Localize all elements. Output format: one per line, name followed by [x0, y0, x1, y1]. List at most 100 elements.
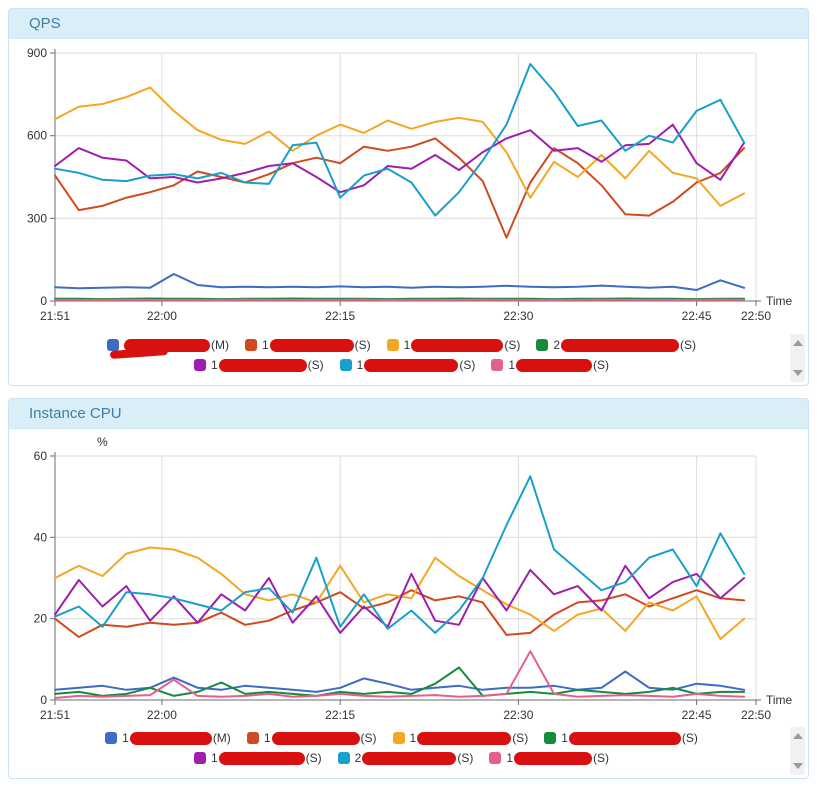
legend-label-suffix: (S)	[680, 338, 697, 352]
y-tick-label: 0	[40, 294, 47, 308]
redaction-blob	[417, 731, 512, 745]
legend-label-suffix: (S)	[305, 751, 322, 765]
legend-label-suffix: (S)	[681, 731, 698, 745]
scroll-up-icon[interactable]	[792, 340, 803, 346]
redaction-blob	[218, 751, 305, 765]
redaction-blob	[516, 358, 593, 372]
y-tick-label: 20	[34, 612, 48, 626]
legend-item-cyan[interactable]: 1 (S)	[339, 358, 476, 372]
y-tick-label: 40	[34, 530, 48, 544]
legend-item-cyan[interactable]: 2 (S)	[337, 751, 474, 765]
legend-label-suffix: (M)	[210, 338, 229, 352]
legend-label-suffix: (S)	[512, 731, 529, 745]
cpu-chart-svg: 0 20 40 60 21:51 22:00 22:15 22:30 22:45 22:50% Ti…	[34, 435, 793, 722]
cpu-chart: 0 20 40 60 21:51 22:00 22:15 22:30 22:45 22:50% Ti…	[9, 429, 808, 724]
legend-label-suffix: (S)	[457, 751, 474, 765]
legend-item-green[interactable]: 1 (S)	[544, 731, 698, 745]
series-line-cyan	[54, 475, 746, 634]
x-tick-label: 21:51	[40, 708, 70, 722]
redaction-blob	[514, 751, 593, 765]
series-line-purple	[54, 123, 746, 194]
legend-label-suffix: (S)	[504, 338, 521, 352]
legend-label-suffix: (S)	[360, 731, 377, 745]
series-line-red	[54, 137, 746, 239]
scroll-down-icon[interactable]	[792, 370, 803, 376]
qps-chart-svg: 0 300 600 900 21:51 22:00 22:15 22:30 22:45 22:50…	[27, 46, 793, 323]
legend-label-prefix: 1	[210, 358, 218, 372]
legend-swatch-blue	[106, 339, 119, 351]
legend-label-suffix: (S)	[593, 358, 610, 372]
qps-legend-scrollbar[interactable]	[790, 334, 805, 382]
legend-label-suffix: (S)	[307, 358, 324, 372]
x-tick-label: 22:45	[682, 309, 712, 323]
cpu-legend-scrollbar[interactable]	[790, 727, 805, 775]
legend-swatch-pink	[489, 752, 502, 764]
legend-label-prefix: 1	[409, 731, 417, 745]
legend-swatch-cyan	[339, 359, 352, 371]
legend-swatch-orange	[392, 732, 405, 744]
x-tick-label: 22:15	[325, 309, 355, 323]
scroll-down-icon[interactable]	[792, 763, 803, 769]
legend-swatch-green	[544, 732, 557, 744]
x-tick-label: 22:30	[503, 708, 533, 722]
redaction-blob	[123, 338, 210, 352]
legend-swatch-red	[246, 732, 259, 744]
cpu-panel-title: Instance CPU	[29, 405, 122, 422]
redaction-blob	[129, 731, 212, 745]
redaction-blob	[411, 338, 504, 352]
series-line-blue	[54, 670, 746, 693]
legend-item-red[interactable]: 1 (S)	[246, 731, 377, 745]
legend-item-pink[interactable]: 1 (S)	[491, 358, 609, 372]
legend-label-suffix: (S)	[459, 358, 476, 372]
legend-label-prefix: 1	[210, 751, 218, 765]
legend-item-green[interactable]: 2 (S)	[536, 338, 696, 352]
legend-label-prefix: 1	[122, 731, 129, 745]
legend-item-pink[interactable]: 1 (S)	[489, 751, 609, 765]
legend-label-prefix: 2	[354, 751, 362, 765]
legend-label-prefix: 1	[403, 338, 411, 352]
y-tick-label: 600	[27, 129, 47, 143]
qps-chart: 0 300 600 900 21:51 22:00 22:15 22:30 22:45 22:50…	[9, 39, 808, 331]
legend-item-purple[interactable]: 1 (S)	[193, 358, 324, 372]
legend-swatch-purple	[193, 752, 206, 764]
legend-label-prefix: 1	[506, 751, 514, 765]
legend-item-blue[interactable]: 1 (M)	[105, 731, 231, 745]
x-tick-label: 22:50	[741, 708, 771, 722]
legend-item-red[interactable]: 1 (S)	[244, 338, 371, 352]
redaction-blob	[218, 358, 307, 372]
cpu-legend-area: 1 (M) 1 (S) 1 (S) 1 (S) 1 (S) 2 (S) 1 (S)	[9, 724, 808, 778]
x-tick-label: 22:00	[147, 708, 177, 722]
legend-item-blue[interactable]: (M)	[106, 338, 229, 352]
legend-swatch-orange	[386, 339, 399, 351]
redaction-blob	[568, 731, 681, 745]
redaction-blob	[364, 358, 459, 372]
cpu-panel-header: Instance CPU	[9, 399, 808, 429]
legend-swatch-cyan	[337, 752, 350, 764]
series-line-green	[54, 666, 746, 697]
series-line-cyan	[54, 63, 746, 217]
redaction-blob	[362, 751, 457, 765]
cpu-legend: 1 (M) 1 (S) 1 (S) 1 (S) 1 (S) 2 (S) 1 (S)	[9, 724, 808, 767]
series-line-orange	[54, 546, 746, 640]
scroll-up-icon[interactable]	[792, 733, 803, 739]
qps-panel-header: QPS	[9, 9, 808, 39]
legend-label-prefix: 1	[561, 731, 568, 745]
x-tick-label: 22:15	[325, 708, 355, 722]
qps-legend: (M) 1 (S) 1 (S) 2 (S) 1 (S) 1 (S) 1 (S)	[9, 331, 808, 374]
legend-swatch-red	[244, 339, 257, 351]
qps-panel-title: QPS	[29, 15, 61, 32]
y-tick-label: 300	[27, 211, 47, 225]
x-axis-name-label: Time	[766, 693, 793, 707]
legend-label-prefix: 2	[553, 338, 561, 352]
legend-label-prefix: 1	[356, 358, 364, 372]
legend-item-purple[interactable]: 1 (S)	[193, 751, 322, 765]
y-tick-label: 0	[40, 693, 47, 707]
y-axis-unit-label: %	[97, 435, 108, 449]
legend-swatch-green	[536, 339, 549, 351]
redaction-blob	[269, 338, 354, 352]
legend-item-orange[interactable]: 1 (S)	[386, 338, 521, 352]
redaction-blob	[561, 338, 680, 352]
legend-item-orange[interactable]: 1 (S)	[392, 731, 529, 745]
x-tick-label: 22:45	[682, 708, 712, 722]
x-tick-label: 22:30	[503, 309, 533, 323]
